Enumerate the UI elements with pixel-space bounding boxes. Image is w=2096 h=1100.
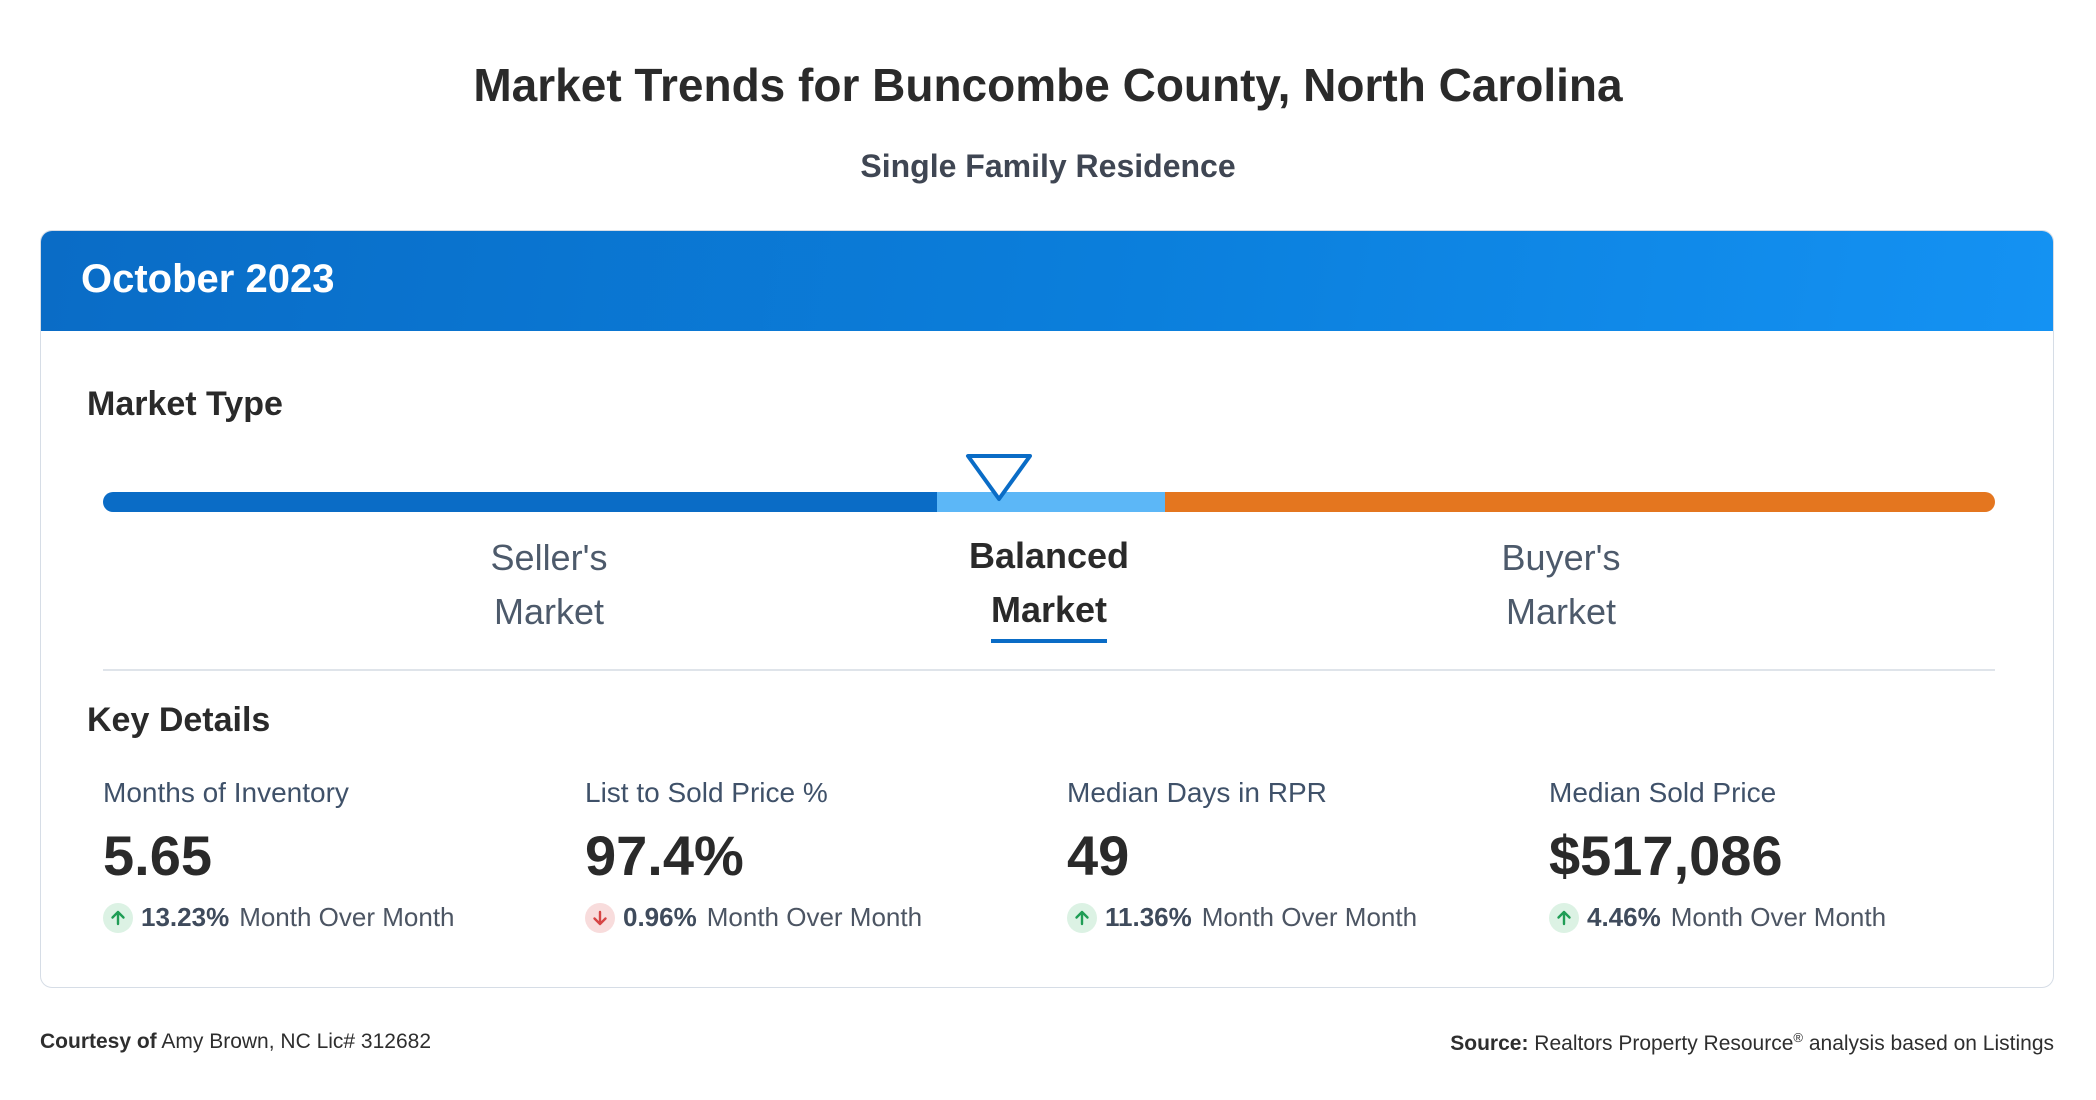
courtesy-value: Amy Brown, NC Lic# 312682 (161, 1030, 432, 1053)
metric-label: Median Sold Price (1549, 777, 1777, 808)
market-trends-card: October 2023 Market Type Seller's Market… (40, 230, 2054, 988)
buyers-market-label: Buyer's Market (1501, 537, 1621, 632)
buyer-market-segment (1165, 492, 1995, 512)
metric-change-percent: 11.36% (1105, 902, 1192, 932)
metric-median-days-in-rpr: Median Days in RPR 49 11.36% Month Over … (1067, 777, 1507, 933)
page-title: Market Trends for Buncombe County, North… (473, 59, 1623, 111)
metric-label: List to Sold Price % (585, 777, 828, 808)
balanced-market-segment (937, 492, 1165, 512)
arrow-down-icon (585, 902, 615, 933)
market-type-scale (103, 492, 1995, 512)
registered-mark: ® (1793, 1030, 1803, 1045)
metric-change-percent: 0.96% (623, 902, 697, 932)
metric-value: $517,086 (1549, 824, 1783, 887)
arrow-up-icon (1067, 902, 1097, 933)
metric-label: Months of Inventory (103, 777, 349, 808)
metric-months-of-inventory: Months of Inventory 5.65 13.23% Month Ov… (103, 777, 543, 933)
page-subtitle: Single Family Residence (860, 148, 1236, 184)
metric-change: 11.36% Month Over Month (1067, 902, 1507, 933)
market-type-title: Market Type (87, 385, 283, 423)
card-header: October 2023 (41, 231, 2053, 331)
metric-label: Median Days in RPR (1067, 777, 1327, 808)
metric-value: 5.65 (103, 824, 212, 887)
metric-change-period: Month Over Month (706, 902, 923, 932)
metric-median-sold-price: Median Sold Price $517,086 4.46% Month O… (1549, 777, 1989, 933)
metric-change-percent: 13.23% (141, 902, 230, 932)
source-suffix: analysis based on Listings (1808, 1032, 2054, 1055)
metric-change-period: Month Over Month (239, 902, 455, 932)
metric-change-period: Month Over Month (1201, 902, 1418, 932)
source-label: Source: (1450, 1032, 1529, 1055)
triangle-marker-icon (966, 454, 1032, 501)
metric-change-period: Month Over Month (1670, 902, 1887, 932)
seller-market-segment (103, 492, 937, 512)
balanced-market-label: Balanced Market (968, 535, 1130, 630)
metric-value: 97.4% (585, 824, 744, 887)
courtesy-footer: Courtesy of Amy Brown, NC Lic# 312682 (40, 1030, 431, 1054)
section-divider (103, 669, 1995, 671)
period-label: October 2023 (81, 257, 335, 301)
metric-change: 13.23% Month Over Month (103, 902, 543, 933)
sellers-market-label: Seller's Market (490, 537, 608, 632)
source-value: Realtors Property Resource (1534, 1032, 1794, 1055)
metric-list-to-sold-price: List to Sold Price % 97.4% 0.96% Month O… (585, 777, 1025, 933)
metric-change: 0.96% Month Over Month (585, 902, 1025, 933)
courtesy-label: Courtesy of (40, 1030, 157, 1053)
metric-change-percent: 4.46% (1587, 902, 1661, 932)
metric-change: 4.46% Month Over Month (1549, 902, 1989, 933)
selected-market-underline (991, 639, 1107, 643)
arrow-up-icon (1549, 902, 1579, 933)
arrow-up-icon (103, 902, 133, 933)
key-details-title: Key Details (87, 701, 271, 739)
source-footer: Source: Realtors Property Resource® anal… (1450, 1030, 2054, 1056)
metric-value: 49 (1067, 824, 1130, 887)
